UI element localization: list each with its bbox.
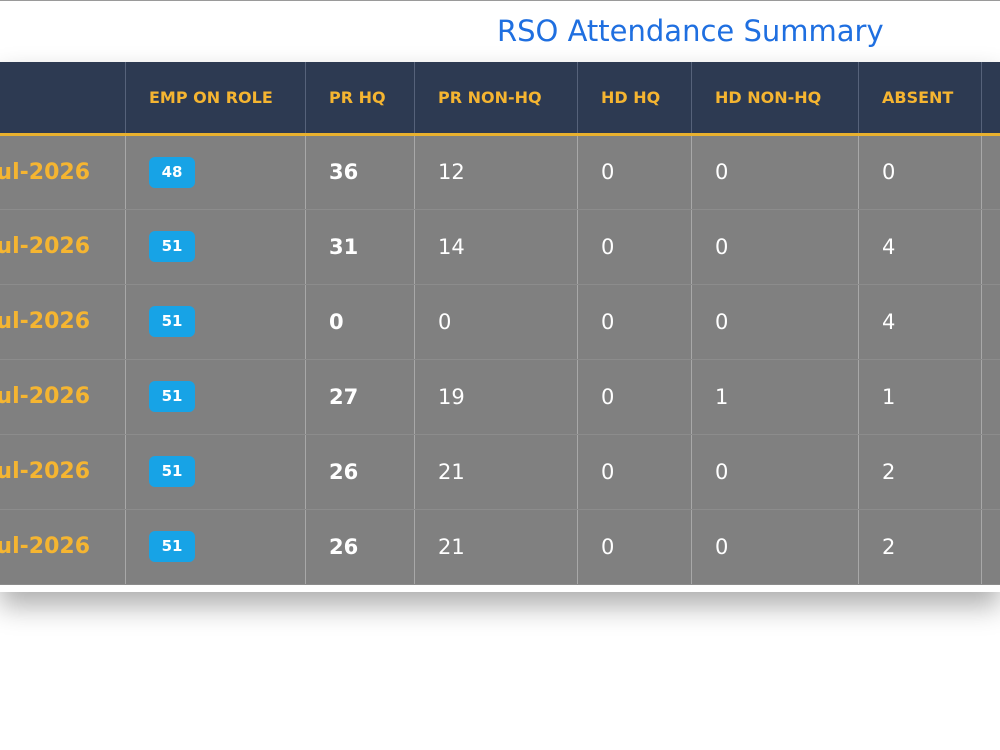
pr-non-hq-cell: 21 [414, 434, 578, 510]
attendance-table: E EMP ON ROLE PR HQ PR NON-HQ HD HQ HD N… [0, 62, 1000, 585]
date-cell: Jul-2026 [0, 134, 126, 210]
hd-hq-cell: 0 [577, 509, 692, 585]
hd-non-hq-cell: 0 [691, 284, 859, 360]
table-row[interactable]: Jul-2026 48 36 12 0 0 0 [0, 134, 1000, 210]
date-cell: Jul-2026 [0, 209, 126, 285]
extra-cell [981, 359, 1000, 435]
table-row[interactable]: Jul-2026 51 26 21 0 0 2 [0, 509, 1000, 585]
hd-non-hq-cell: 0 [691, 509, 859, 585]
header-absent[interactable]: ABSENT [858, 62, 982, 136]
attendance-table-container[interactable]: E EMP ON ROLE PR HQ PR NON-HQ HD HQ HD N… [0, 62, 1000, 592]
table-header: E EMP ON ROLE PR HQ PR NON-HQ HD HQ HD N… [0, 62, 1000, 136]
absent-cell: 2 [858, 509, 982, 585]
header-emp-on-role[interactable]: EMP ON ROLE [125, 62, 306, 136]
date-cell: Jul-2026 [0, 284, 126, 360]
hd-non-hq-cell: 0 [691, 434, 859, 510]
table-body: Jul-2026 48 36 12 0 0 0 Jul-2026 51 31 1… [0, 134, 1000, 585]
pr-hq-cell: 26 [305, 434, 415, 510]
hd-hq-cell: 0 [577, 284, 692, 360]
header-extra[interactable] [981, 62, 1000, 136]
emp-count-badge: 51 [149, 381, 195, 412]
pr-hq-cell: 31 [305, 209, 415, 285]
emp-on-role-cell: 51 [125, 359, 306, 435]
pr-hq-cell: 26 [305, 509, 415, 585]
hd-hq-cell: 0 [577, 209, 692, 285]
pr-hq-cell: 36 [305, 134, 415, 210]
date-cell: Jul-2026 [0, 509, 126, 585]
absent-cell: 1 [858, 359, 982, 435]
table-row[interactable]: Jul-2026 51 31 14 0 0 4 [0, 209, 1000, 285]
table-row[interactable]: Jul-2026 51 0 0 0 0 4 [0, 284, 1000, 360]
header-hd-hq[interactable]: HD HQ [577, 62, 692, 136]
absent-cell: 0 [858, 134, 982, 210]
absent-cell: 2 [858, 434, 982, 510]
emp-on-role-cell: 48 [125, 134, 306, 210]
emp-on-role-cell: 51 [125, 434, 306, 510]
pr-non-hq-cell: 21 [414, 509, 578, 585]
hd-hq-cell: 0 [577, 134, 692, 210]
pr-non-hq-cell: 12 [414, 134, 578, 210]
table-row[interactable]: Jul-2026 51 27 19 0 1 1 [0, 359, 1000, 435]
pr-hq-cell: 0 [305, 284, 415, 360]
extra-cell [981, 134, 1000, 210]
date-cell: Jul-2026 [0, 359, 126, 435]
header-pr-non-hq[interactable]: PR NON-HQ [414, 62, 578, 136]
emp-count-badge: 51 [149, 456, 195, 487]
header-date[interactable]: E [0, 62, 126, 136]
top-border [0, 0, 1000, 1]
hd-non-hq-cell: 0 [691, 209, 859, 285]
extra-cell [981, 509, 1000, 585]
emp-on-role-cell: 51 [125, 509, 306, 585]
pr-non-hq-cell: 14 [414, 209, 578, 285]
hd-hq-cell: 0 [577, 434, 692, 510]
hd-non-hq-cell: 1 [691, 359, 859, 435]
header-hd-non-hq[interactable]: HD NON-HQ [691, 62, 859, 136]
absent-cell: 4 [858, 284, 982, 360]
emp-count-badge: 51 [149, 231, 195, 262]
emp-count-badge: 48 [149, 156, 195, 188]
table-row[interactable]: Jul-2026 51 26 21 0 0 2 [0, 434, 1000, 510]
absent-cell: 4 [858, 209, 982, 285]
extra-cell [981, 434, 1000, 510]
page-title: RSO Attendance Summary [497, 14, 884, 48]
extra-cell [981, 209, 1000, 285]
header-pr-hq[interactable]: PR HQ [305, 62, 415, 136]
emp-count-badge: 51 [149, 531, 195, 562]
emp-on-role-cell: 51 [125, 284, 306, 360]
pr-hq-cell: 27 [305, 359, 415, 435]
pr-non-hq-cell: 19 [414, 359, 578, 435]
extra-cell [981, 284, 1000, 360]
emp-count-badge: 51 [149, 306, 195, 337]
hd-non-hq-cell: 0 [691, 134, 859, 210]
header-row: E EMP ON ROLE PR HQ PR NON-HQ HD HQ HD N… [0, 62, 1000, 136]
hd-hq-cell: 0 [577, 359, 692, 435]
date-cell: Jul-2026 [0, 434, 126, 510]
emp-on-role-cell: 51 [125, 209, 306, 285]
pr-non-hq-cell: 0 [414, 284, 578, 360]
